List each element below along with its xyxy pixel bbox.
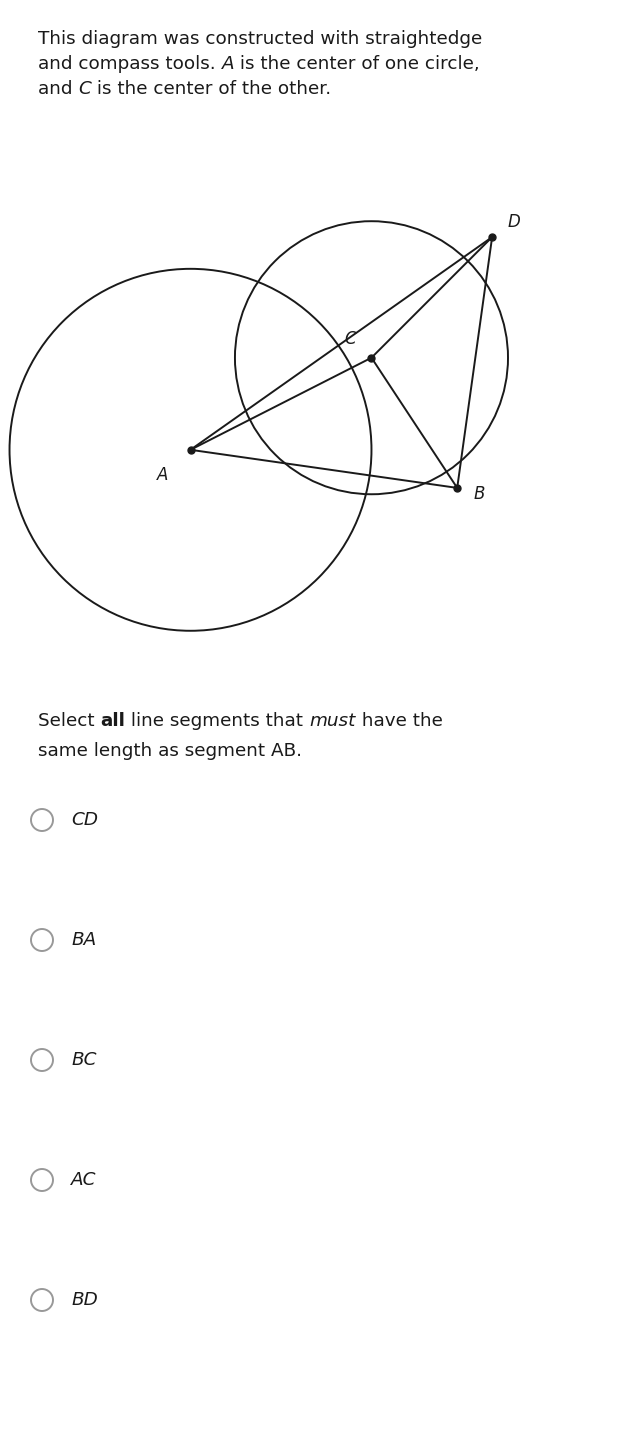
Text: and: and [38,80,78,97]
Text: CD: CD [71,811,98,829]
Text: all: all [100,713,125,730]
Text: D: D [508,213,521,230]
Text: B: B [473,485,485,502]
Text: is the center of the other.: is the center of the other. [91,80,331,97]
Text: and compass tools.: and compass tools. [38,54,222,73]
Text: BD: BD [71,1291,98,1309]
Text: A: A [157,465,168,484]
Text: This diagram was constructed with straightedge: This diagram was constructed with straig… [38,30,482,49]
Text: C: C [344,331,356,348]
Text: have the: have the [356,713,443,730]
Text: must: must [309,713,356,730]
Text: AC: AC [71,1171,97,1189]
Text: same length as segment AB.: same length as segment AB. [38,743,302,760]
Text: is the center of one circle,: is the center of one circle, [234,54,480,73]
Text: C: C [78,80,91,97]
Text: BC: BC [71,1050,97,1069]
Text: BA: BA [71,932,97,949]
Text: A: A [222,54,234,73]
Text: line segments that: line segments that [125,713,309,730]
Text: Select: Select [38,713,100,730]
